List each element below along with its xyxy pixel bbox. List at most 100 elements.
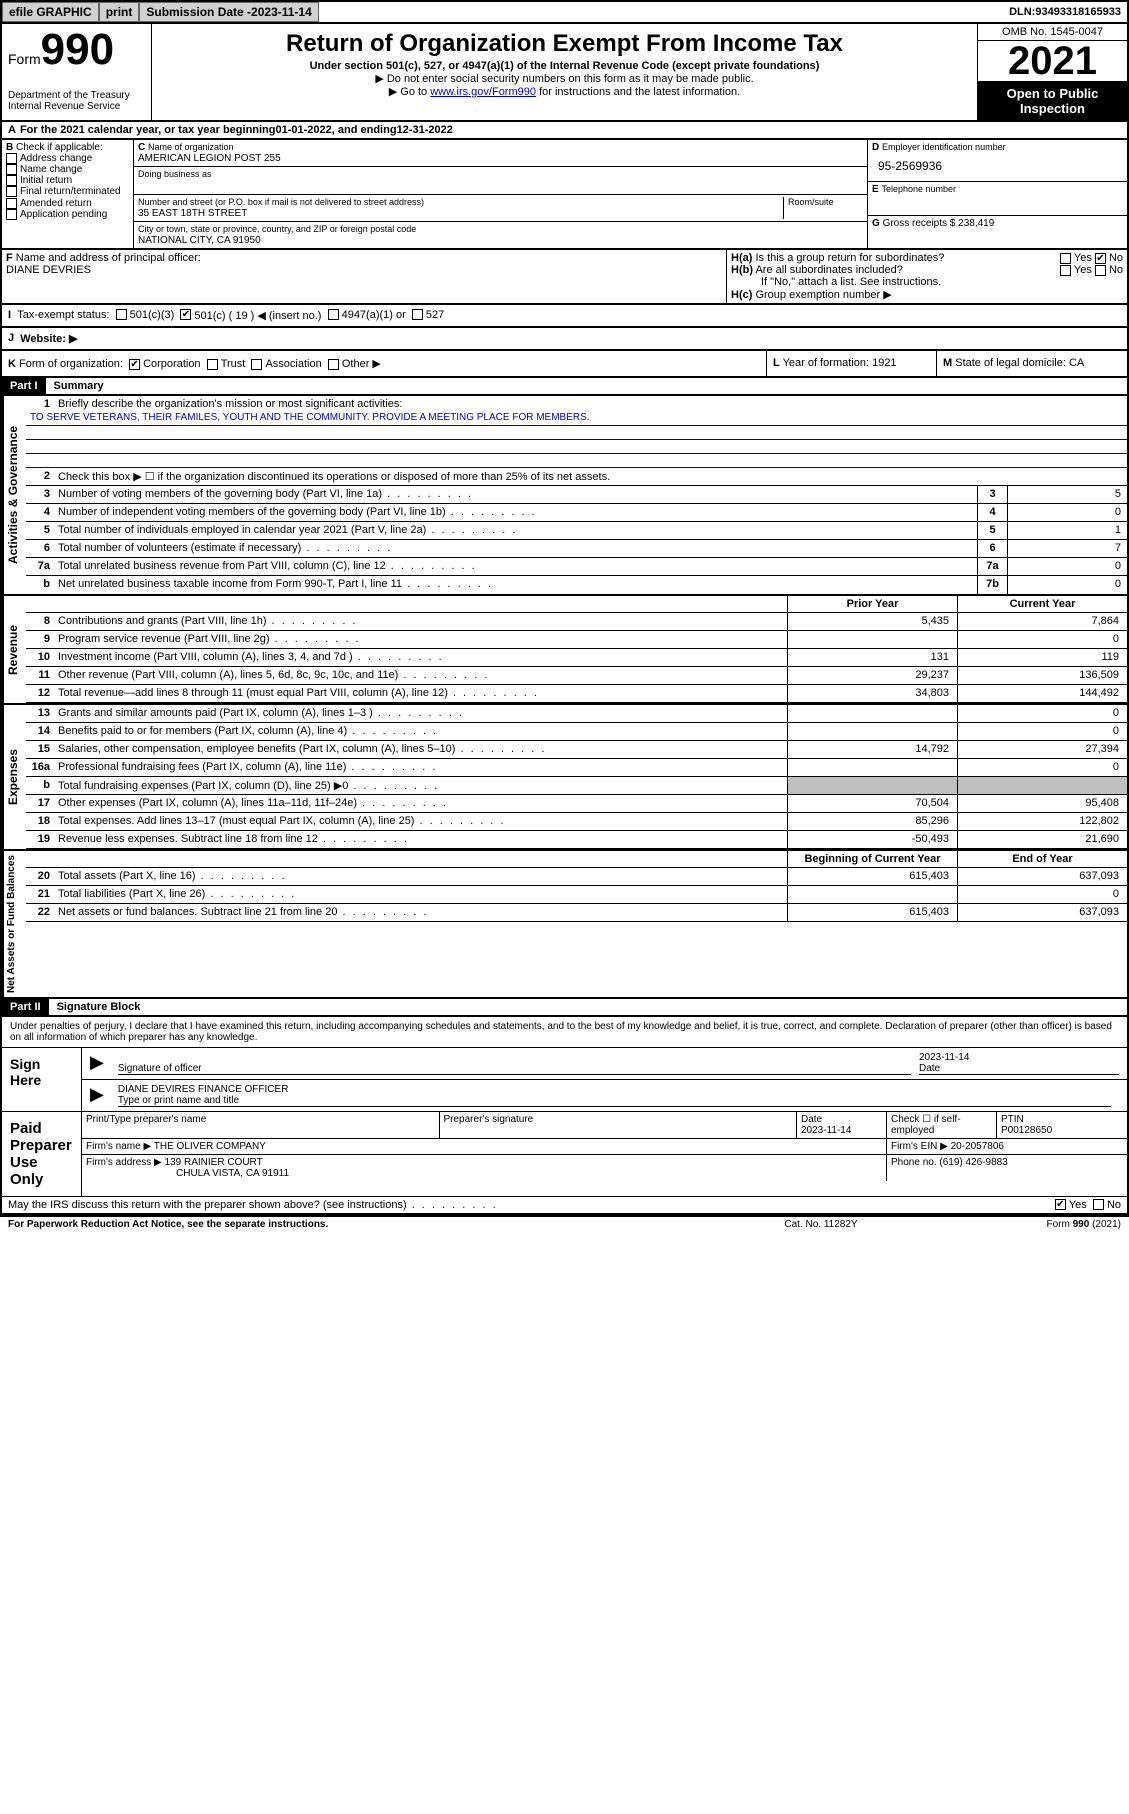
table-row: 14 Benefits paid to or for members (Part…: [26, 723, 1127, 741]
table-row: 7a Total unrelated business revenue from…: [26, 558, 1127, 576]
part-i-title: Summary: [46, 378, 112, 394]
cb-pending[interactable]: [6, 209, 17, 220]
dln: DLN: 93493318165933: [1003, 2, 1127, 22]
print-label: print: [106, 5, 133, 19]
j-label: Website: ▶: [20, 333, 77, 345]
cb-initial[interactable]: [6, 175, 17, 186]
note2-post: for instructions and the latest informat…: [539, 86, 740, 98]
k-label: Form of organization:: [19, 358, 123, 370]
cb-final[interactable]: [6, 186, 17, 197]
m-val: CA: [1069, 357, 1084, 369]
d-label: Employer identification number: [882, 142, 1006, 152]
part-ii-label: Part II: [2, 999, 49, 1015]
preparer-grid: Print/Type preparer's name Preparer's si…: [82, 1112, 1127, 1139]
cb-527[interactable]: [412, 309, 423, 320]
row-klm: K Form of organization: Corporation Trus…: [0, 351, 1129, 378]
box-c: C Name of organization AMERICAN LEGION P…: [134, 140, 867, 248]
table-row: 13 Grants and similar amounts paid (Part…: [26, 705, 1127, 723]
l-val: 1921: [872, 357, 896, 369]
note2-link[interactable]: www.irs.gov/Form990: [430, 86, 536, 98]
ln2-num: 2: [26, 468, 54, 485]
firm-ein: 20-2057806: [951, 1141, 1004, 1152]
part-ii-title: Signature Block: [49, 999, 149, 1015]
hb-yes[interactable]: [1060, 265, 1071, 276]
ein: 95-2569936: [872, 153, 1123, 179]
a-letter: A: [8, 124, 16, 136]
table-row: 16a Professional fundraising fees (Part …: [26, 759, 1127, 777]
dept-treasury: Department of the Treasury: [8, 90, 145, 101]
table-row: 20 Total assets (Part X, line 16) 615,40…: [26, 868, 1127, 886]
vtext-net: Net Assets or Fund Balances: [2, 851, 26, 997]
top-bar: efile GRAPHIC print Submission Date - 20…: [0, 0, 1129, 24]
sub-label: Submission Date -: [146, 5, 251, 19]
street: 35 EAST 18TH STREET: [138, 208, 247, 219]
table-row: b Total fundraising expenses (Part IX, c…: [26, 777, 1127, 795]
part-ii-header: Part II Signature Block: [0, 999, 1129, 1017]
hc: Group exemption number ▶: [755, 289, 891, 301]
firm-addr-label: Firm's address ▶: [86, 1157, 162, 1168]
print-button[interactable]: print: [99, 2, 140, 22]
cb-amended[interactable]: [6, 198, 17, 209]
discuss-yes[interactable]: [1055, 1199, 1066, 1210]
header-right: OMB No. 1545-0047 2021 Open to Public In…: [977, 24, 1127, 120]
f-label: Name and address of principal officer:: [16, 252, 201, 264]
l-label: Year of formation:: [783, 357, 872, 369]
cb-501c3[interactable]: [116, 309, 127, 320]
ha-no[interactable]: [1095, 253, 1106, 264]
form-num: 990: [41, 28, 114, 72]
cb-assoc[interactable]: [251, 359, 262, 370]
street-label: Number and street (or P.O. box if mail i…: [138, 197, 424, 207]
city: NATIONAL CITY, CA 91950: [138, 235, 261, 246]
opt-0: Address change: [20, 153, 92, 164]
cb-corp[interactable]: [129, 359, 140, 370]
hb-no[interactable]: [1095, 265, 1106, 276]
table-row: 12 Total revenue—add lines 8 through 11 …: [26, 685, 1127, 703]
table-row: 21 Total liabilities (Part X, line 26) 0: [26, 886, 1127, 904]
opt-5: Application pending: [20, 209, 107, 220]
phone: (619) 426-9883: [939, 1157, 1007, 1168]
table-row: 10 Investment income (Part VIII, column …: [26, 649, 1127, 667]
sign-here-row: Sign Here ▶ Signature of officer 2023-11…: [2, 1047, 1127, 1111]
section-expenses: Expenses 13 Grants and similar amounts p…: [0, 705, 1129, 851]
discuss-no[interactable]: [1093, 1199, 1104, 1210]
footer-right: Form 990 (2021): [921, 1219, 1121, 1230]
opt-2: Initial return: [20, 175, 72, 186]
open-public: Open to Public Inspection: [978, 82, 1127, 120]
table-row: 5 Total number of individuals employed i…: [26, 522, 1127, 540]
period-a: For the 2021 calendar year, or tax year …: [20, 124, 276, 136]
cb-other[interactable]: [328, 359, 339, 370]
tax-year: 2021: [978, 41, 1127, 82]
hb-note: If "No," attach a list. See instructions…: [731, 276, 1123, 288]
city-label: City or town, state or province, country…: [138, 224, 416, 234]
rev-header: Prior Year Current Year: [26, 596, 1127, 613]
f-name: DIANE DEVRIES: [6, 264, 91, 276]
paid-preparer: Paid Preparer Use Only: [2, 1112, 82, 1196]
may-discuss-row: May the IRS discuss this return with the…: [2, 1196, 1127, 1213]
cb-501c[interactable]: [180, 309, 191, 320]
sign-here: Sign Here: [2, 1048, 82, 1111]
arrow-icon-2: ▶: [90, 1084, 104, 1107]
efile-button[interactable]: efile GRAPHIC: [2, 2, 99, 22]
header-center: Return of Organization Exempt From Incom…: [152, 24, 977, 120]
table-row: 3 Number of voting members of the govern…: [26, 486, 1127, 504]
table-row: 15 Salaries, other compensation, employe…: [26, 741, 1127, 759]
firm-name-label: Firm's name ▶: [86, 1141, 151, 1152]
opt-3: Final return/terminated: [20, 187, 121, 198]
dln-label: DLN:: [1009, 6, 1035, 18]
col-prior: Prior Year: [787, 596, 957, 612]
part-i-label: Part I: [2, 378, 46, 394]
prep-self: Check ☐ if self-employed: [887, 1112, 997, 1139]
net-body: Beginning of Current Year End of Year 20…: [26, 851, 1127, 997]
sub-date: 2023-11-14: [251, 5, 312, 19]
cb-address[interactable]: [6, 153, 17, 164]
section-revenue: Revenue Prior Year Current Year 8 Contri…: [0, 596, 1129, 705]
cb-trust[interactable]: [207, 359, 218, 370]
cb-name[interactable]: [6, 164, 17, 175]
firm-addr1: 139 RAINIER COURT: [165, 1157, 263, 1168]
ha-yes[interactable]: [1060, 253, 1071, 264]
sig-officer-line[interactable]: Signature of officer: [118, 1052, 911, 1075]
sig-date: 2023-11-14 Date: [919, 1052, 1119, 1075]
cb-4947[interactable]: [328, 309, 339, 320]
signature-block: Under penalties of perjury, I declare th…: [0, 1017, 1129, 1215]
declaration: Under penalties of perjury, I declare th…: [2, 1017, 1127, 1047]
